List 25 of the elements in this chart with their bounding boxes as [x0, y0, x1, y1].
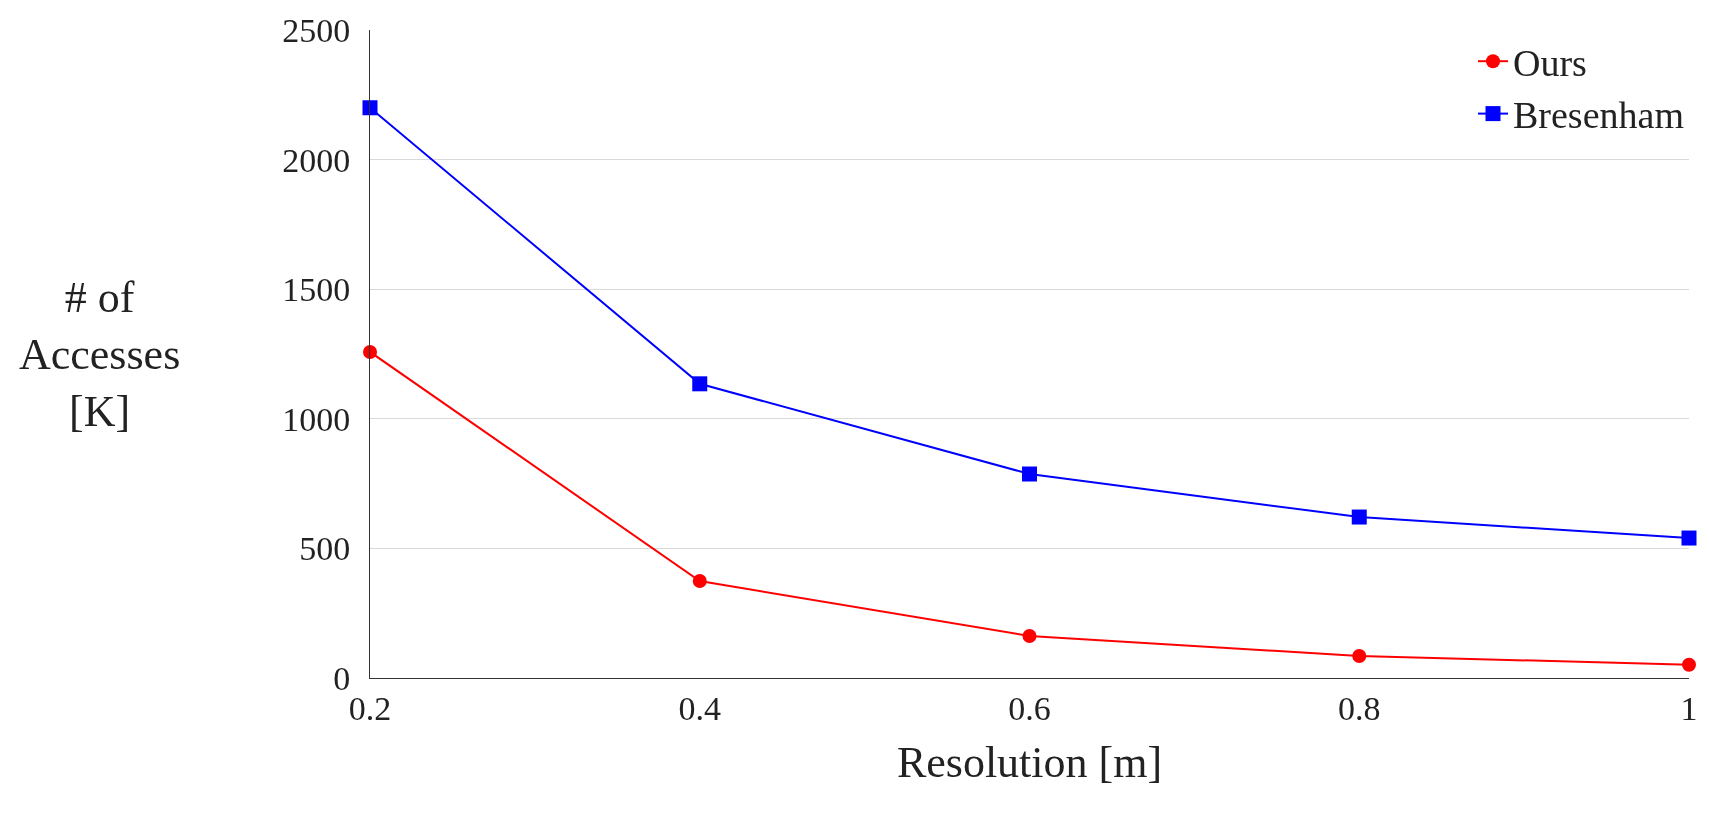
point [1681, 530, 1697, 546]
x-tick-label: 0.8 [1338, 689, 1381, 727]
y-tick-label: 500 [299, 530, 351, 568]
legend-label: Ours [1513, 42, 1587, 85]
point [1022, 466, 1037, 482]
y-tick-label: 0 [333, 659, 351, 697]
x-axis-title: Resolution [m] [896, 738, 1163, 788]
y-tick-label: 2000 [282, 141, 351, 179]
point [1022, 629, 1037, 643]
y-tick-label: 1500 [282, 271, 351, 309]
legend-label: Bresenham [1513, 94, 1684, 137]
y-tick-label: 2500 [282, 11, 351, 49]
point [1351, 509, 1367, 525]
point [1352, 648, 1367, 663]
point [692, 376, 708, 392]
x-tick-label: 1 [1680, 689, 1698, 727]
point [362, 100, 378, 116]
x-tick-label: 0.4 [678, 689, 721, 727]
y-tick-label: 1000 [282, 400, 351, 438]
x-tick-label: 0.6 [1008, 689, 1051, 727]
point [692, 574, 707, 589]
point [1682, 657, 1696, 672]
point [363, 344, 377, 359]
x-tick-label: 0.2 [348, 689, 392, 727]
y-axis-title: # of Accesses [K] [19, 273, 181, 437]
